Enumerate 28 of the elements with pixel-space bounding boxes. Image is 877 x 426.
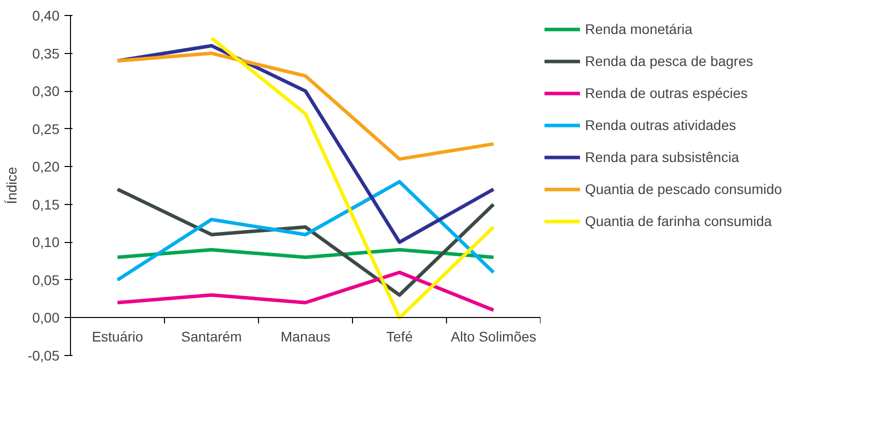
x-tick-label: Santarém [181, 328, 242, 345]
y-tick-label: 0,30 [32, 83, 60, 100]
line-series [116, 270, 496, 312]
y-tick-label: 0,40 [32, 8, 60, 24]
x-tick-label: Alto Solimões [450, 328, 536, 345]
y-tick-label: 0,35 [32, 45, 60, 62]
line-series [116, 52, 496, 161]
line-series [116, 188, 496, 297]
y-tick-label: 0,15 [32, 196, 60, 212]
y-tick-label: 0,25 [32, 120, 60, 137]
line-series [116, 180, 496, 282]
legend-label: Renda para subsistência [585, 149, 740, 165]
y-tick-label: 0,00 [32, 310, 60, 326]
y-tick-label: -0,05 [28, 348, 60, 364]
legend-label: Renda outras atividades [585, 117, 736, 133]
x-tick-label: Manaus [280, 328, 330, 345]
line-series [210, 36, 496, 320]
x-tick-label: Estuário [92, 328, 144, 345]
legend-label: Renda monetária [585, 21, 692, 37]
x-tick-label: Tefé [386, 328, 413, 345]
legend-label: Quantia de pescado consumido [585, 181, 782, 197]
legend-label: Quantia de farinha consumida [585, 213, 772, 229]
y-tick-label: 0,05 [32, 272, 60, 288]
y-tick-label: 0,10 [32, 234, 60, 250]
legend-label: Renda da pesca de bagres [585, 53, 754, 69]
y-axis-title: Índice [4, 166, 20, 204]
y-tick-label: 0,20 [32, 158, 60, 175]
legend-label: Renda de outras espécies [585, 85, 748, 101]
